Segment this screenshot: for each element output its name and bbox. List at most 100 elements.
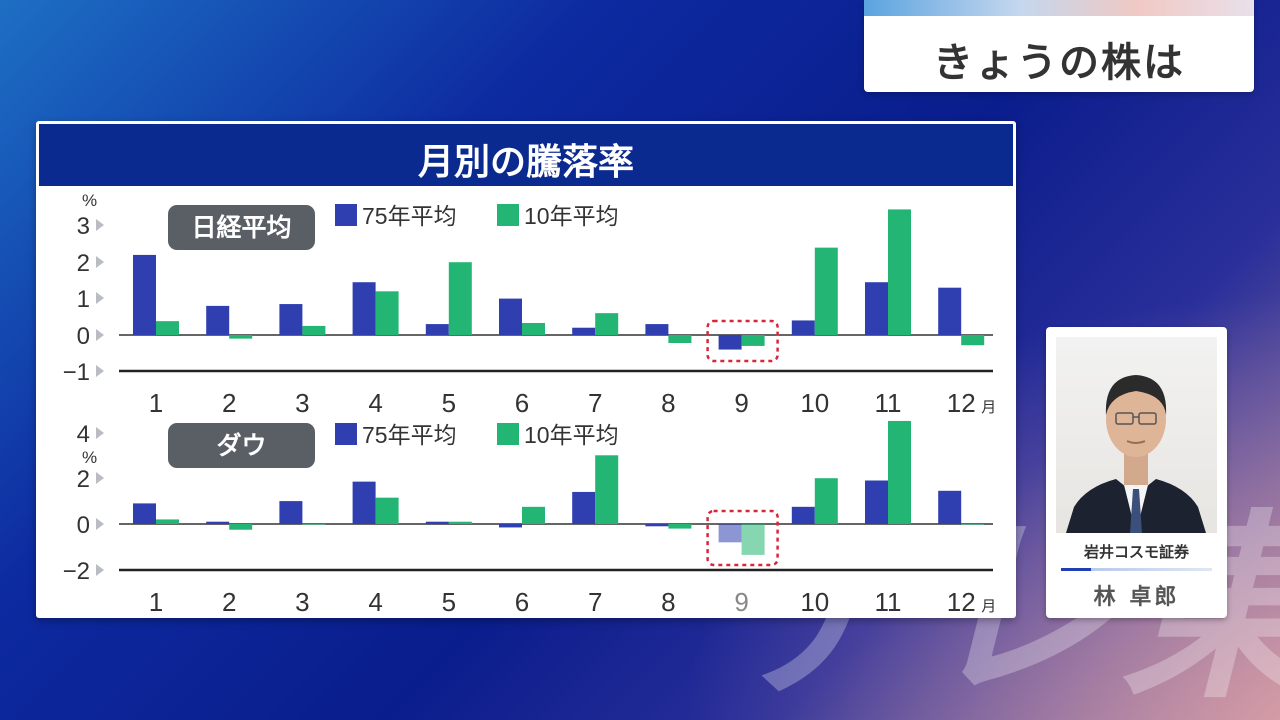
panel1-x-tick-label: 4 [368, 388, 382, 418]
panel1-x-tick-label: 8 [661, 388, 675, 418]
panel1-index-badge-label: 日経平均 [191, 213, 291, 242]
panel2-bar-series-75 [938, 490, 962, 524]
panel1-y-tick-label: 0 [77, 323, 90, 350]
panel1-x-tick-label: 9 [734, 388, 748, 418]
panel1-bar-series-75 [865, 282, 888, 335]
panel1-x-tick-label: 3 [295, 388, 309, 418]
panel2-legend-label: 75年平均 [362, 422, 457, 448]
panel1-legend-label: 10年平均 [524, 203, 619, 229]
panel2-bar-series-75 [352, 481, 376, 524]
panel1-bar-series-10 [375, 291, 399, 335]
panel2-x-tick-label: 10 [800, 587, 829, 617]
panel2-bar-series-75 [572, 491, 596, 524]
panel1-y-tick-label: −1 [63, 359, 90, 386]
panel2-bar-series-10 [302, 524, 326, 525]
panel2-x-tick-label: 3 [295, 587, 309, 617]
chart-card: 月別の騰落率 % 3 2 1 0 −1 1 2 3 4 5 6 7 8 9 10 11 12 月日経平均 75年平均 1… [36, 121, 1016, 618]
panel2-x-tick-label: 2 [222, 587, 236, 617]
person-silhouette-icon [1066, 375, 1206, 533]
panel1-y-tick-arrow-icon [96, 292, 104, 304]
commentator-name: 林 卓郎 [1093, 585, 1180, 610]
program-title-panel: きょうの株は [864, 0, 1254, 92]
panel1-y-tick-arrow-icon [96, 219, 104, 231]
panel1-x-tick-label: 7 [588, 388, 602, 418]
panel1-bar-series-10 [814, 247, 838, 335]
panel2-y-tick-arrow-icon [96, 564, 104, 576]
panel2-bar-series-75 [206, 521, 230, 524]
panel1-bar-series-10 [888, 209, 911, 335]
panel2-x-tick-label: 6 [515, 587, 529, 617]
commentator-company: 岩井コスモ証券 [1083, 543, 1189, 561]
panel2-bar-series-75 [279, 501, 303, 524]
name-divider [1061, 568, 1212, 571]
panel2-bar-series-10 [595, 455, 619, 524]
panel2-x-tick-label: 12 [947, 587, 976, 617]
panel2-y-tick-arrow-icon [96, 472, 104, 484]
panel1-x-tick-label: 6 [515, 388, 529, 418]
panel1-x-tick-label: 11 [875, 388, 902, 418]
panel1-bar-series-75 [425, 324, 449, 335]
panel1-x-tick-label: 2 [222, 388, 236, 418]
panel2-y-unit: % [82, 448, 97, 467]
panel1-y-tick-label: 1 [77, 286, 90, 313]
panel2-bar-series-10 [156, 519, 179, 524]
panel2-bar-series-75 [133, 503, 156, 524]
panel1-index-badge [168, 205, 315, 250]
panel1-legend-label: 75年平均 [362, 203, 457, 229]
panel2-x-tick-label: 1 [149, 587, 163, 617]
chart-header: 月別の騰落率 [39, 124, 1013, 186]
panel1-x-unit: 月 [981, 399, 996, 416]
panel1-bar-series-75 [279, 304, 303, 335]
panel2-bar-series-75 [865, 480, 888, 524]
commentator-photo [1056, 337, 1217, 533]
panel2-x-tick-label: 7 [588, 587, 602, 617]
panel1-bar-series-75 [499, 298, 522, 335]
panel2-bar-series-75 [645, 524, 669, 527]
panel2-bar-series-10 [888, 420, 911, 524]
panel1-bar-series-10 [229, 335, 253, 339]
panel1-bar-series-75 [645, 324, 669, 335]
panel1-x-tick-label: 12 [947, 388, 976, 418]
panel1-x-tick-label: 10 [800, 388, 829, 418]
panel1-bar-series-10 [668, 335, 692, 344]
panel2-bar-series-10 [375, 497, 399, 524]
commentator-card: 岩井コスモ証券 林 卓郎 [1046, 327, 1227, 618]
panel2-x-unit: 月 [981, 598, 996, 615]
panel2-y-tick-label: 4 [77, 421, 90, 448]
panel1-bar-series-10 [595, 313, 619, 335]
panel1-bar-series-10 [448, 262, 472, 335]
panel1-bar-series-10 [156, 321, 179, 335]
panel1-bar-series-75 [572, 327, 596, 335]
panel1-bar-series-75 [206, 305, 230, 335]
panel1-bar-series-75 [938, 287, 962, 335]
panel2-y-tick-label: 2 [77, 466, 90, 493]
panel2-y-tick-arrow-icon [96, 518, 104, 530]
panel2-y-tick-arrow-icon [96, 427, 104, 439]
panel2-legend-label: 10年平均 [524, 422, 619, 448]
panel1-x-tick-label: 5 [442, 388, 456, 418]
chart-title: 月別の騰落率 [417, 142, 634, 183]
panel1-bar-series-75 [791, 320, 815, 335]
panel2-index-badge [168, 423, 315, 468]
panel2-bar-series-10 [961, 524, 985, 525]
panel1-bar-series-75 [352, 282, 376, 335]
panel1-y-tick-label: 3 [77, 213, 90, 240]
panel2-highlight-box [706, 509, 779, 567]
panel2-legend-swatch [497, 423, 519, 445]
panel2-y-tick-label: −2 [63, 558, 90, 585]
panel1-bar-series-10 [741, 335, 765, 346]
panel2-index-badge-label: ダウ [216, 431, 266, 460]
panel1-y-unit: % [82, 191, 97, 210]
panel2-bar-series-10 [741, 524, 765, 555]
panel2-x-tick-label: 11 [875, 587, 902, 617]
panel1-legend-swatch [497, 204, 519, 226]
panel2-bar-series-75 [718, 524, 742, 543]
program-title: きょうの株は [933, 40, 1185, 86]
panel2-bar-series-75 [425, 521, 449, 524]
panel2-bar-series-75 [499, 524, 522, 528]
panel1-y-tick-arrow-icon [96, 365, 104, 377]
panel2-bar-series-10 [668, 524, 692, 529]
panel1-y-tick-arrow-icon [96, 329, 104, 341]
panel1-bar-series-75 [718, 335, 742, 350]
